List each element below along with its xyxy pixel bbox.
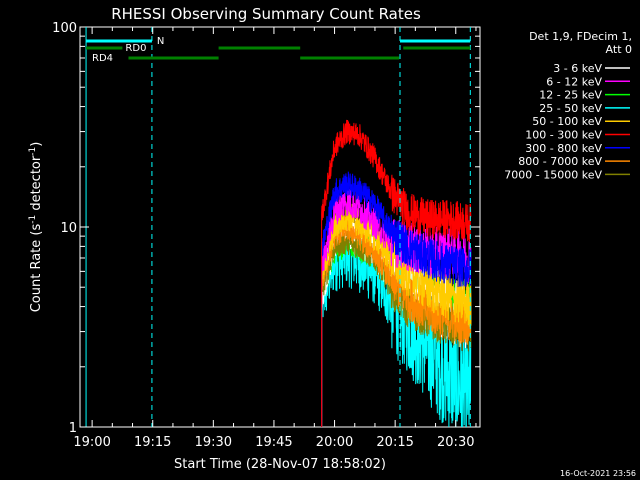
- series-layer: [321, 119, 472, 428]
- x-tick-label: 20:30: [437, 435, 474, 450]
- chart-title: RHESSI Observing Summary Count Rates: [111, 5, 421, 23]
- y-axis-label-sup-2: -1: [28, 147, 38, 156]
- x-axis-label: Start Time (28-Nov-07 18:58:02): [174, 457, 386, 472]
- legend-label-6: 100 - 300 keV: [525, 129, 602, 142]
- series-line-7: [321, 171, 472, 427]
- tick-layer: 19:00 19:15 19:30 19:45 20:00 20:15 20:30 1 10 10…: [52, 21, 480, 450]
- y-axis-label-end: ): [29, 142, 44, 147]
- legend-label-5: 50 - 100 keV: [532, 115, 602, 128]
- legend-label-4: 25 - 50 keV: [539, 102, 602, 115]
- y-axis-label-mid: detector: [29, 155, 44, 215]
- rd0-label: RD0: [125, 43, 146, 54]
- x-tick-label: 19:30: [195, 435, 232, 450]
- x-tick-label: 19:00: [73, 435, 110, 450]
- legend-title-line-2: Att 0: [606, 43, 632, 56]
- legend-label-8: 800 - 7000 keV: [518, 155, 602, 168]
- x-tick-label: 20:15: [376, 435, 413, 450]
- rd4-label: RD4: [92, 53, 113, 64]
- x-tick-label: 19:15: [134, 435, 171, 450]
- legend-title-line-1: Det 1,9, FDecim 1,: [529, 30, 632, 43]
- y-tick-label: 1: [69, 421, 77, 436]
- y-tick-label: 100: [52, 21, 77, 36]
- marker-layer: N RD0 RD4: [85, 27, 471, 427]
- y-axis-label-sup-1: -1: [28, 215, 38, 224]
- legend-label-1: 3 - 6 keV: [553, 62, 602, 75]
- plot-area: N RD0 RD4 19:00 19:15 19:30 19:45 20:00 20:15 20…: [52, 21, 481, 450]
- timestamp: 16-Oct-2021 23:56: [560, 469, 636, 478]
- legend-label-3: 12 - 25 keV: [539, 89, 602, 102]
- y-axis-label: Count Rate (s-1 detector-1): [28, 142, 44, 313]
- series-line-2: [321, 188, 472, 427]
- y-axis-label-main: Count Rate (s: [29, 224, 44, 313]
- night-label: N: [157, 36, 164, 47]
- legend-label-2: 6 - 12 keV: [546, 75, 602, 88]
- series-line-6: [321, 119, 472, 427]
- legend-label-9: 7000 - 15000 keV: [504, 168, 602, 181]
- x-tick-label: 20:00: [316, 435, 353, 450]
- y-tick-label: 10: [60, 221, 77, 236]
- x-tick-label: 19:45: [255, 435, 292, 450]
- legend-label-7: 300 - 800 keV: [525, 142, 602, 155]
- series-line-5: [321, 201, 472, 427]
